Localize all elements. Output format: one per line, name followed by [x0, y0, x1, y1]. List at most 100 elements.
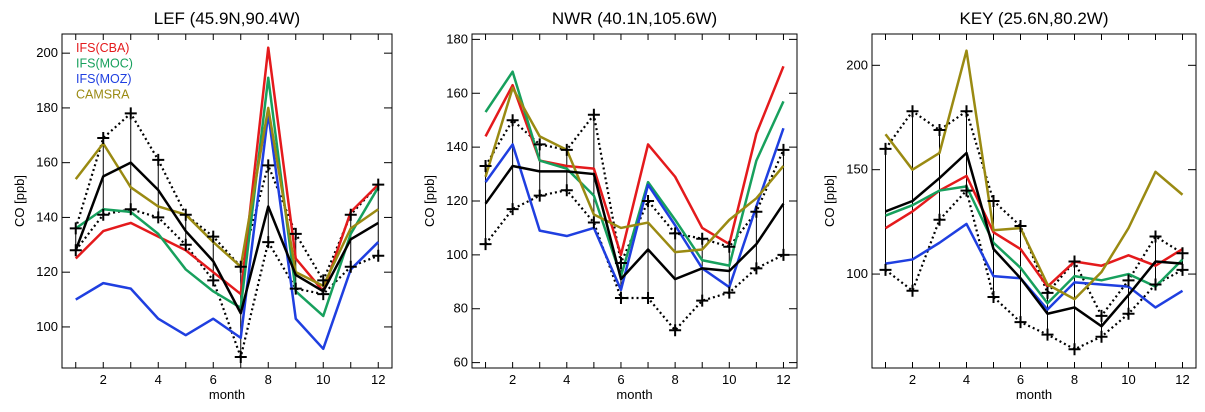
obs-low-marker [69, 244, 82, 257]
obs-low-marker [560, 184, 573, 197]
obs-high-marker [960, 105, 973, 118]
obs-mean-line [484, 164, 785, 281]
panel-lef: LEF (45.9N,90.4W) 2 4 6 8 10 12 100 120 140 160 180… [12, 9, 393, 402]
obs-mean-line [74, 161, 379, 315]
obs-low-marker [344, 260, 357, 273]
y-tick-label: 80 [454, 301, 468, 316]
obs-high-marker [696, 232, 709, 245]
x-tick-label: 6 [617, 372, 624, 387]
obs-high-marker [179, 208, 192, 221]
series-ifs-moz-line [75, 112, 380, 351]
obs-high-marker [506, 114, 519, 127]
y-axis-label: CO [ppb] [822, 175, 837, 227]
obs-low-marker [1095, 330, 1108, 343]
y-axis-label: CO [ppb] [12, 175, 27, 227]
series-ifs-moc-line [75, 76, 380, 318]
obs-high-marker [344, 208, 357, 221]
obs-low-marker [152, 211, 165, 224]
y-tick-label: 180 [36, 100, 58, 115]
obs-low-marker [1149, 278, 1162, 291]
y-tick-label: 140 [446, 139, 468, 154]
x-tick-label: 8 [672, 372, 679, 387]
series-ifs-moc-line [885, 185, 1184, 305]
obs-high-marker [1014, 220, 1027, 233]
x-tick-label: 4 [563, 372, 570, 387]
series-camsra-line [484, 86, 785, 254]
obs-low-marker [262, 236, 275, 249]
obs-low-marker [97, 208, 110, 221]
y-tick-label: 180 [446, 31, 468, 46]
obs-low-marker [207, 274, 220, 287]
obs-high-marker [750, 205, 763, 218]
legend-entry: CAMSRA [76, 88, 130, 102]
obs-high-marker [933, 124, 946, 137]
y-tick-label: 150 [846, 162, 868, 177]
obs-low-marker [587, 216, 600, 229]
obs-low-marker [906, 284, 919, 297]
x-tick-label: 12 [1175, 372, 1189, 387]
obs-low-line [884, 188, 1184, 351]
series-camsra-line [884, 49, 1184, 301]
obs-high-marker [533, 138, 546, 151]
plot-frame [61, 33, 393, 369]
obs-high-marker [152, 153, 165, 166]
x-tick-label: 10 [1121, 372, 1135, 387]
obs-high-marker [1041, 286, 1054, 299]
x-axis-label: month [209, 387, 245, 402]
plot-frame [871, 33, 1197, 369]
x-axis-label: month [1016, 387, 1052, 402]
x-tick-label: 6 [210, 372, 217, 387]
y-tick-label: 200 [36, 45, 58, 60]
series-camsra-line [74, 106, 379, 288]
obs-low-marker [750, 262, 763, 275]
y-axis-label: CO [ppb] [422, 175, 437, 227]
obs-high-line [74, 111, 380, 283]
x-tick-label: 4 [155, 372, 162, 387]
obs-low-marker [879, 263, 892, 276]
y-tick-label: 140 [36, 209, 58, 224]
obs-high-marker [879, 142, 892, 155]
legend-entry: IFS(MOC) [76, 57, 133, 71]
obs-low-marker [642, 291, 655, 304]
chart-title: LEF (45.9N,90.4W) [154, 9, 300, 28]
obs-low-marker [533, 189, 546, 202]
obs-mean-line [885, 151, 1183, 328]
obs-low-marker [234, 351, 247, 364]
panel-key: KEY (25.6N,80.2W) 2 4 6 8 10 12 100 150 200 month C… [822, 9, 1197, 402]
y-tick-label: 100 [36, 319, 58, 334]
x-tick-label: 2 [100, 372, 107, 387]
obs-low-marker [933, 213, 946, 226]
x-tick-label: 8 [265, 372, 272, 387]
x-axis-label: month [616, 387, 652, 402]
obs-low-marker [1068, 343, 1081, 356]
obs-low-marker [1041, 328, 1054, 341]
obs-low-marker [179, 238, 192, 251]
obs-high-marker [124, 107, 137, 120]
obs-low-marker [289, 282, 302, 295]
obs-high-marker [1176, 247, 1189, 260]
obs-low-marker [1014, 316, 1027, 329]
y-tick-label: 160 [36, 155, 58, 170]
x-tick-label: 6 [1017, 372, 1024, 387]
obs-high-marker [97, 132, 110, 145]
obs-high-marker [289, 227, 302, 240]
plot-area [484, 65, 785, 332]
panel-nwr: NWR (40.1N,105.6W) 2 4 6 8 10 12 60 80 100 120 140 1… [422, 9, 798, 402]
obs-high-marker [723, 240, 736, 253]
obs-low-marker [372, 249, 385, 262]
chart-title: KEY (25.6N,80.2W) [960, 9, 1109, 28]
obs-low-marker [777, 248, 790, 261]
chart-title: NWR (40.1N,105.6W) [552, 9, 717, 28]
x-tick-label: 12 [371, 372, 385, 387]
obs-high-marker [669, 227, 682, 240]
obs-high-marker [479, 159, 492, 172]
obs-high-marker [1149, 230, 1162, 243]
obs-low-marker [1122, 307, 1135, 320]
obs-high-marker [207, 230, 220, 243]
x-tick-label: 10 [316, 372, 330, 387]
obs-low-marker [1176, 263, 1189, 276]
obs-high-marker [69, 222, 82, 235]
y-tick-label: 60 [454, 355, 468, 370]
obs-high-marker [372, 178, 385, 191]
obs-high-marker [234, 260, 247, 273]
